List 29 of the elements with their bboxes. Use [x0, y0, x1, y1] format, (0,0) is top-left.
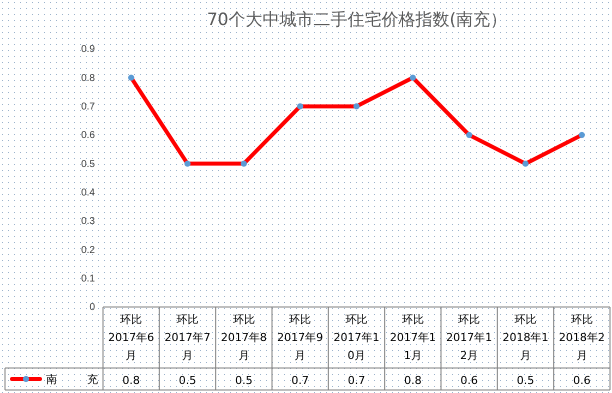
data-label: 0.8	[122, 374, 140, 387]
x-tick-label: 环比 2017年9月	[277, 313, 324, 362]
x-tick-label: 环比 2017年7月	[164, 313, 210, 362]
data-label: 0.8	[404, 374, 422, 387]
data-label: 0.7	[348, 374, 366, 387]
x-tick-label: 环比 2017年10月	[334, 313, 380, 362]
y-tick-label: 0.3	[81, 216, 96, 228]
y-tick-label: 0.4	[81, 188, 96, 199]
chart-title: 70个大中城市二手住宅价格指数(南充）	[206, 10, 508, 30]
x-tick-label: 环比 2017年11月	[390, 313, 436, 362]
data-label: 0.5	[516, 374, 534, 387]
x-tick-label: 环比 2017年8月	[220, 313, 267, 362]
y-tick-label: 0.5	[81, 158, 96, 170]
data-label: 0.6	[573, 374, 591, 387]
y-tick-label: 0.8	[81, 72, 96, 84]
data-label: 0.6	[460, 374, 478, 387]
data-label: 0.5	[178, 374, 196, 387]
x-tick-label: 环比 2018年1月	[502, 313, 548, 362]
x-tick-label: 环比 2017年12月	[446, 313, 492, 362]
x-tick-label: 环比 2017年6月	[108, 313, 154, 362]
y-tick-label: 0.1	[81, 274, 96, 285]
y-tick-label: 0.9	[81, 44, 96, 56]
y-tick-label: 0	[89, 302, 96, 314]
data-label: 0.5	[235, 374, 253, 387]
y-tick-label: 0.6	[81, 130, 96, 142]
y-tick-label: 0.2	[81, 244, 96, 256]
x-tick-label: 环比 2018年2月	[558, 313, 605, 362]
y-tick-label: 0.7	[81, 102, 96, 113]
data-label: 0.7	[291, 374, 309, 387]
